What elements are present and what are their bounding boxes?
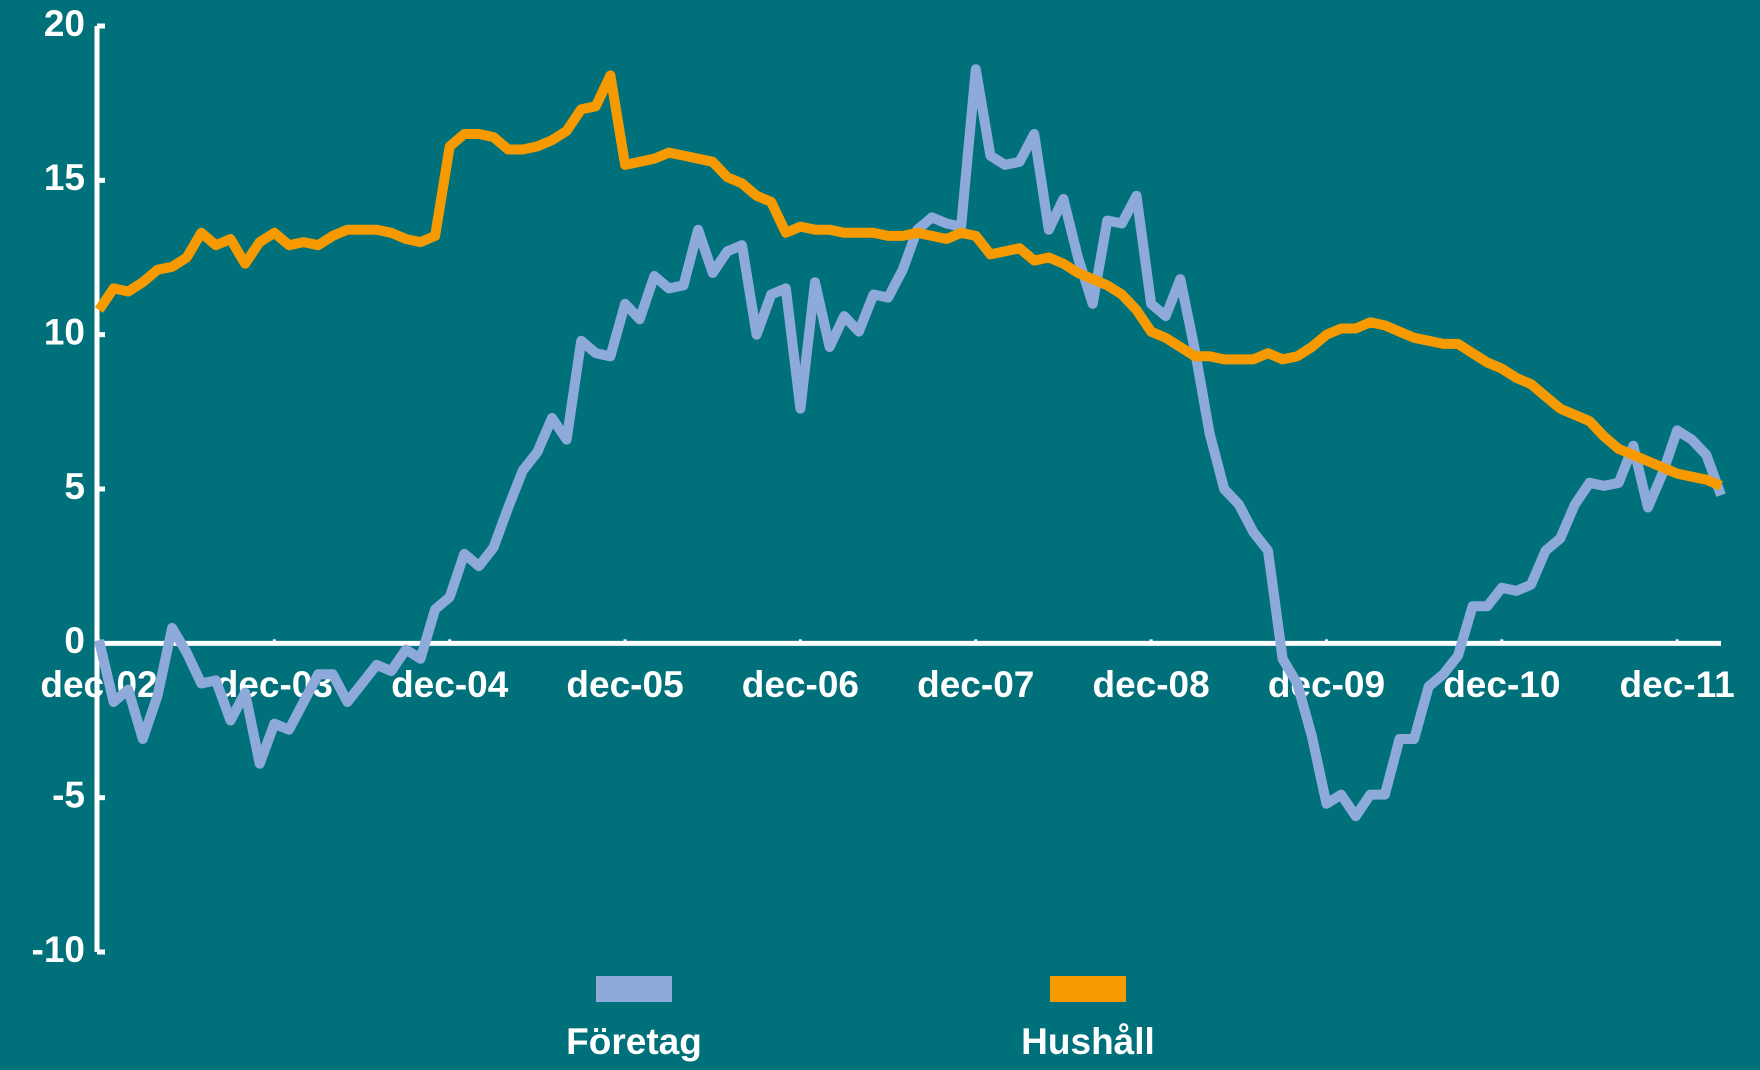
y-tick-label: 0 xyxy=(64,620,85,661)
x-tick-label: dec-04 xyxy=(391,664,509,705)
x-tick-label: dec-06 xyxy=(742,664,859,705)
y-tick-label: 15 xyxy=(44,157,85,198)
x-tick-label: dec-07 xyxy=(917,664,1034,705)
series-line xyxy=(94,70,1723,491)
x-tick-label: dec-08 xyxy=(1092,664,1209,705)
series-line xyxy=(94,64,1726,822)
y-tick-label: 10 xyxy=(44,311,85,352)
legend-label: Företag xyxy=(566,1021,702,1062)
x-tick-label: dec-02 xyxy=(40,664,157,705)
legend-swatch xyxy=(1050,976,1126,1002)
y-tick-label: 20 xyxy=(44,3,85,44)
legend-label: Hushåll xyxy=(1021,1021,1155,1062)
y-tick-label: 5 xyxy=(64,466,85,507)
x-tick-label: dec-05 xyxy=(566,664,683,705)
x-tick-label: dec-10 xyxy=(1443,664,1560,705)
y-tick-label: -10 xyxy=(32,929,85,970)
y-tick-label: -5 xyxy=(52,774,85,815)
legend-swatch xyxy=(596,976,672,1002)
x-tick-label: dec-11 xyxy=(1620,664,1735,705)
